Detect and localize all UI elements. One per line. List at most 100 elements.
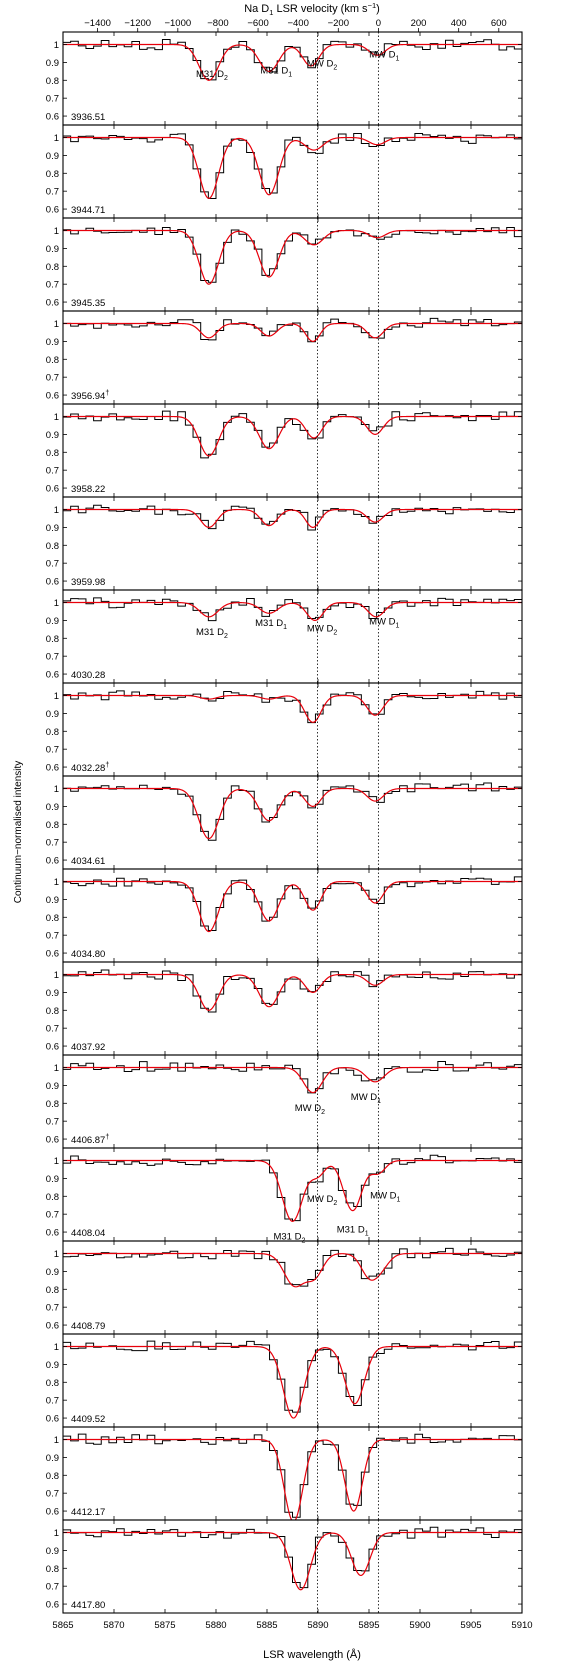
y-tick-label: 1 [54, 133, 59, 144]
panel-4409.52: 0.6 0.7 0.8 0.9 1 4409.52 [46, 1333, 523, 1428]
y-tick-label: 1 [54, 1528, 59, 1539]
y-tick-label: 0.7 [46, 838, 59, 849]
y-tick-label: 0.7 [46, 1210, 59, 1221]
y-tick-label: 1 [54, 1063, 59, 1074]
top-axis-title-prefix: Na D [244, 3, 269, 15]
model-fit [63, 415, 522, 457]
y-tick-label: 0.8 [46, 1285, 59, 1296]
y-tick-label: 0.7 [46, 187, 59, 198]
y-tick-label: 0.7 [46, 94, 59, 105]
x-tick-label: 5900 [409, 1620, 430, 1631]
panel-label: 3956.94† [71, 390, 109, 402]
annotation-subscript: 2 [333, 64, 337, 71]
y-tick-label: 0.9 [46, 1453, 59, 1464]
x-tick-label: 5890 [307, 1620, 328, 1631]
y-tick-label: 0.6 [46, 1507, 59, 1518]
x-tick-label: 5910 [511, 1620, 532, 1631]
top-axis-title-middle: LSR velocity (km s [273, 3, 368, 15]
annotation-subscript: 2 [224, 633, 228, 640]
top-axis-title-sup: −1 [368, 1, 377, 10]
data-spectrum [63, 132, 522, 199]
model-fit [63, 880, 522, 933]
panel-label: 3944.71 [71, 205, 105, 216]
panel-label: 4406.87† [71, 1134, 109, 1146]
y-tick-label: 0.9 [46, 802, 59, 813]
y-tick-label: 0.8 [46, 169, 59, 180]
top-tick-label: 400 [451, 18, 467, 29]
panel-3959.98: 0.6 0.7 0.8 0.9 1 3959.98 [46, 496, 523, 591]
panel-label: 3959.98 [71, 577, 105, 588]
top-tick-label: 600 [491, 18, 507, 29]
y-axis-title: Continuum−normalised intensity [13, 761, 24, 904]
data-spectrum [63, 597, 522, 622]
x-tick-label: 5880 [205, 1620, 226, 1631]
panel-label: 3936.51 [71, 112, 105, 123]
panels-group: 0.6 0.7 0.8 0.9 1 3936.51 M31 D2 M31 D1 MW D2 MW … [46, 31, 523, 1614]
y-tick-label: 0.6 [46, 577, 59, 588]
y-tick-label: 0.7 [46, 280, 59, 291]
y-tick-label: 0.9 [46, 523, 59, 534]
top-tick-label: 200 [411, 18, 427, 29]
y-tick-label: 0.6 [46, 949, 59, 960]
y-tick-label: 0.6 [46, 1321, 59, 1332]
model-fit [63, 508, 522, 529]
y-tick-label: 0.6 [46, 205, 59, 216]
top-tick-label: −1400 [84, 18, 111, 29]
y-tick-label: 1 [54, 1435, 59, 1446]
line-annotation: M31 D1 [255, 618, 287, 631]
model-fit [63, 229, 522, 285]
x-tick-label: 5905 [460, 1620, 481, 1631]
model-fit [63, 1531, 522, 1591]
y-tick-label: 0.8 [46, 820, 59, 831]
y-tick-label: 0.6 [46, 1042, 59, 1053]
panel-label: 4032.28† [71, 762, 109, 774]
top-tick-label: −800 [207, 18, 228, 29]
data-spectrum [63, 876, 522, 931]
model-fit [63, 1066, 522, 1094]
y-tick-label: 0.7 [46, 652, 59, 663]
y-tick-label: 0.7 [46, 1024, 59, 1035]
y-tick-label: 0.9 [46, 1174, 59, 1185]
x-tick-label: 5875 [154, 1620, 175, 1631]
x-tick-label: 5865 [52, 1620, 73, 1631]
annotation-subscript: 1 [397, 1197, 401, 1204]
y-tick-label: 1 [54, 226, 59, 237]
data-spectrum [63, 317, 522, 343]
y-tick-label: 0.6 [46, 856, 59, 867]
annotation-subscript: 2 [333, 1200, 337, 1207]
line-annotation: MW D2 [295, 1103, 325, 1116]
y-tick-label: 0.9 [46, 244, 59, 255]
panel-4037.92: 0.6 0.7 0.8 0.9 1 4037.92 [46, 961, 523, 1056]
panel-3958.22: 0.6 0.7 0.8 0.9 1 3958.22 [46, 403, 523, 498]
y-tick-label: 0.6 [46, 298, 59, 309]
y-tick-label: 0.9 [46, 58, 59, 69]
panel-label: 3945.35 [71, 298, 105, 309]
line-annotation: MW D2 [307, 58, 337, 71]
panel-4408.79: 0.6 0.7 0.8 0.9 1 4408.79 [46, 1240, 523, 1335]
y-tick-label: 0.9 [46, 151, 59, 162]
top-tick-label: −600 [247, 18, 268, 29]
line-annotation: M31 D2 [196, 69, 228, 82]
y-tick-label: 0.7 [46, 1396, 59, 1407]
top-tick-label: −1200 [124, 18, 151, 29]
y-tick-label: 0.9 [46, 616, 59, 627]
y-tick-label: 0.8 [46, 76, 59, 87]
model-fit [63, 973, 522, 1011]
panel-4417.80: 0.6 0.7 0.8 0.9 1 4417.80 [46, 1519, 523, 1614]
model-fit [63, 787, 522, 840]
model-fit [63, 694, 522, 723]
model-fit [63, 1345, 522, 1419]
y-tick-label: 0.7 [46, 373, 59, 384]
annotation-subscript: 2 [224, 75, 228, 82]
y-tick-label: 1 [54, 505, 59, 516]
y-tick-label: 0.9 [46, 430, 59, 441]
line-annotation: MW D1 [351, 1092, 381, 1105]
data-spectrum [63, 1340, 522, 1413]
data-spectrum [63, 1061, 522, 1094]
panel-4408.04: 0.6 0.7 0.8 0.9 1 4408.04 MW D2 MW D1 M31 D2 M31 … [46, 1147, 523, 1245]
panel-label: 4417.80 [71, 1600, 105, 1611]
y-tick-label: 0.7 [46, 1489, 59, 1500]
bottom-wavelength-axis: 5865 5870 5875 5880 5885 5890 5895 5900 5905 5910 [52, 1620, 532, 1631]
y-tick-label: 0.9 [46, 1546, 59, 1557]
top-velocity-axis: −1400 −1200 −1000 −800 −600 −400 −200 0 200 400 60… [84, 18, 507, 32]
